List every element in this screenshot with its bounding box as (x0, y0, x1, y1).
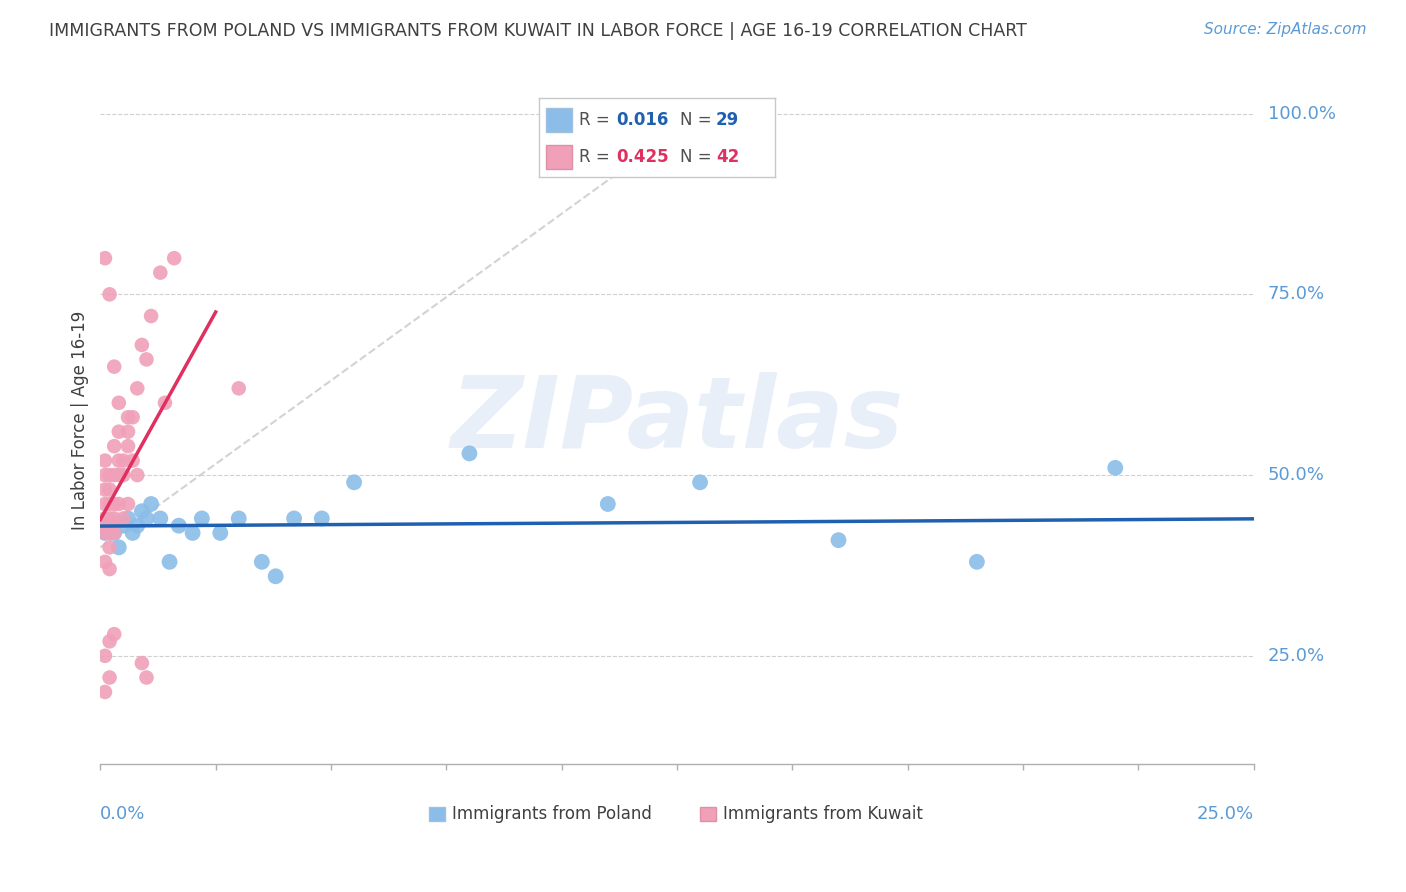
Point (127, 381, 149, 395)
Point (135, 511, 157, 525)
FancyBboxPatch shape (700, 807, 716, 821)
Point (121, 525, 143, 540)
Text: Source: ZipAtlas.com: Source: ZipAtlas.com (1204, 22, 1367, 37)
Point (596, 497, 619, 511)
Point (98, 634, 121, 648)
Text: 25.0%: 25.0% (1197, 805, 1254, 823)
Point (103, 439, 125, 453)
Point (153, 396, 176, 410)
Point (139, 309, 162, 323)
Point (131, 338, 153, 352)
Point (283, 511, 305, 525)
Point (94, 648, 117, 663)
Point (131, 656, 153, 670)
Point (112, 511, 135, 525)
Point (264, 569, 287, 583)
Point (181, 525, 204, 540)
Point (98, 541, 121, 555)
Point (98, 518, 121, 533)
Text: 75.0%: 75.0% (1268, 285, 1324, 303)
Point (121, 453, 143, 467)
Text: IMMIGRANTS FROM POLAND VS IMMIGRANTS FROM KUWAIT IN LABOR FORCE | AGE 16-19 CORR: IMMIGRANTS FROM POLAND VS IMMIGRANTS FRO… (49, 22, 1028, 40)
Point (311, 511, 333, 525)
Point (135, 352, 157, 367)
Text: 25.0%: 25.0% (1268, 647, 1324, 665)
Point (103, 511, 125, 525)
Point (107, 541, 129, 555)
FancyBboxPatch shape (429, 807, 446, 821)
Point (117, 511, 139, 525)
Point (107, 468, 129, 483)
Point (107, 396, 129, 410)
Point (167, 518, 190, 533)
Point (689, 475, 711, 490)
Point (250, 555, 273, 569)
Point (98, 671, 121, 685)
Point (103, 359, 125, 374)
Point (117, 497, 139, 511)
Point (94, 511, 117, 525)
Point (163, 251, 186, 265)
Point (966, 555, 988, 569)
Point (149, 266, 172, 280)
Point (94, 525, 117, 540)
Point (117, 410, 139, 425)
Point (107, 497, 129, 511)
Point (107, 453, 129, 467)
Point (139, 497, 162, 511)
Point (103, 627, 125, 641)
Point (131, 504, 153, 518)
Point (117, 425, 139, 439)
Point (103, 525, 125, 540)
Point (94, 468, 117, 483)
Point (827, 533, 849, 548)
Point (98, 287, 121, 301)
Text: Immigrants from Poland: Immigrants from Poland (453, 805, 652, 822)
Point (112, 468, 135, 483)
Point (98, 525, 121, 540)
Point (94, 685, 117, 699)
Text: ZIPatlas: ZIPatlas (450, 372, 904, 469)
Point (228, 511, 250, 525)
Point (94, 525, 117, 540)
Text: 50.0%: 50.0% (1268, 467, 1324, 484)
Point (112, 518, 135, 533)
Point (343, 475, 366, 490)
Text: 100.0%: 100.0% (1268, 104, 1336, 122)
Point (98, 511, 121, 525)
Point (94, 453, 117, 467)
Point (135, 671, 157, 685)
Point (103, 468, 125, 483)
Point (94, 555, 117, 569)
Point (94, 251, 117, 265)
Point (117, 439, 139, 453)
Point (107, 425, 129, 439)
Point (103, 497, 125, 511)
Point (191, 511, 214, 525)
Point (112, 453, 135, 467)
Point (149, 511, 172, 525)
Point (121, 410, 143, 425)
Text: Immigrants from Kuwait: Immigrants from Kuwait (723, 805, 922, 822)
Point (98, 562, 121, 576)
Point (458, 446, 481, 460)
Text: 0.0%: 0.0% (100, 805, 146, 823)
Y-axis label: In Labor Force | Age 16-19: In Labor Force | Age 16-19 (72, 311, 89, 531)
Point (98, 468, 121, 483)
Point (159, 555, 181, 569)
Point (103, 525, 125, 540)
Point (127, 468, 149, 483)
Point (209, 525, 232, 540)
Point (94, 497, 117, 511)
Point (98, 483, 121, 497)
Point (1104, 460, 1126, 475)
Point (94, 518, 117, 533)
Point (94, 483, 117, 497)
Point (228, 381, 250, 395)
Point (127, 518, 149, 533)
Point (98, 497, 121, 511)
